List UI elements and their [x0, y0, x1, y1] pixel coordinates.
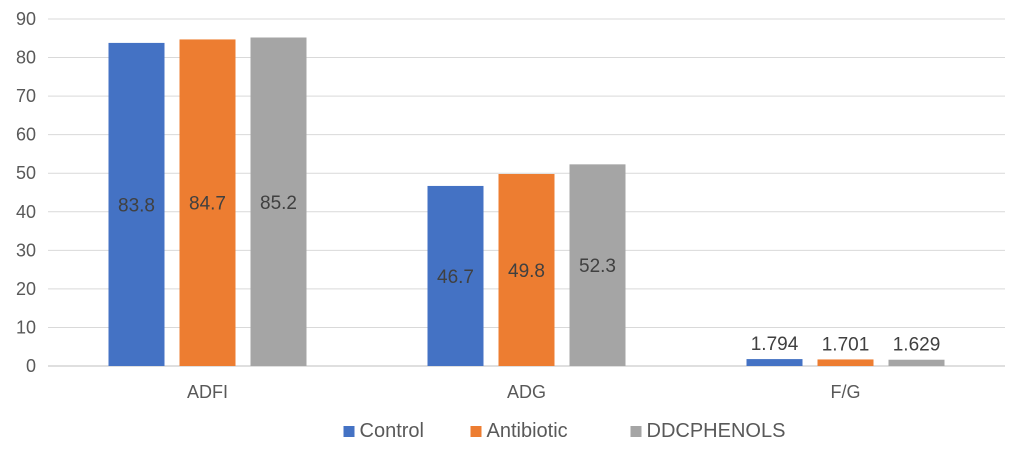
bar	[250, 37, 307, 367]
x-axis-ticks: ADFI ADG F/G	[187, 382, 861, 402]
legend-swatch	[470, 426, 482, 437]
legend-label: Antibiotic	[487, 420, 568, 442]
bar	[498, 173, 555, 366]
y-tick-label: 80	[16, 48, 36, 68]
legend-label: Control	[360, 420, 424, 442]
x-tick-label: ADG	[507, 382, 546, 402]
legend-label: DDCPHENOLS	[647, 420, 786, 442]
bar	[179, 39, 236, 366]
bar	[746, 359, 803, 366]
bars	[108, 37, 945, 367]
y-tick-label: 10	[16, 317, 36, 337]
y-tick-label: 60	[16, 125, 36, 145]
data-label: 85.2	[260, 193, 297, 214]
y-tick-label: 90	[16, 9, 36, 29]
legend: Control Antibiotic DDCPHENOLS	[343, 420, 786, 442]
bar	[817, 359, 874, 366]
y-tick-label: 20	[16, 279, 36, 299]
data-label: 46.7	[437, 267, 474, 288]
legend-swatch	[343, 426, 355, 437]
data-labels: 83.8 84.7 85.2 46.7 49.8 52.3 1.794 1.701 1.629	[118, 193, 940, 356]
data-label: 1.629	[893, 335, 941, 356]
legend-swatch	[630, 426, 642, 437]
data-label: 52.3	[579, 256, 616, 277]
y-tick-label: 70	[16, 86, 36, 106]
data-label: 84.7	[189, 194, 226, 215]
y-tick-label: 0	[26, 356, 36, 376]
y-axis-ticks: 0 10 20 30 40 50 60 70 80 90	[16, 9, 36, 376]
x-tick-label: F/G	[831, 382, 861, 402]
y-tick-label: 40	[16, 202, 36, 222]
bar	[569, 164, 626, 366]
bar	[108, 42, 165, 366]
data-label: 1.794	[751, 334, 799, 355]
data-label: 83.8	[118, 195, 155, 216]
data-label: 1.701	[822, 334, 870, 355]
data-label: 49.8	[508, 261, 545, 282]
bar	[427, 185, 484, 366]
y-tick-label: 50	[16, 163, 36, 183]
x-tick-label: ADFI	[187, 382, 228, 402]
bar	[888, 359, 945, 366]
y-tick-label: 30	[16, 240, 36, 260]
